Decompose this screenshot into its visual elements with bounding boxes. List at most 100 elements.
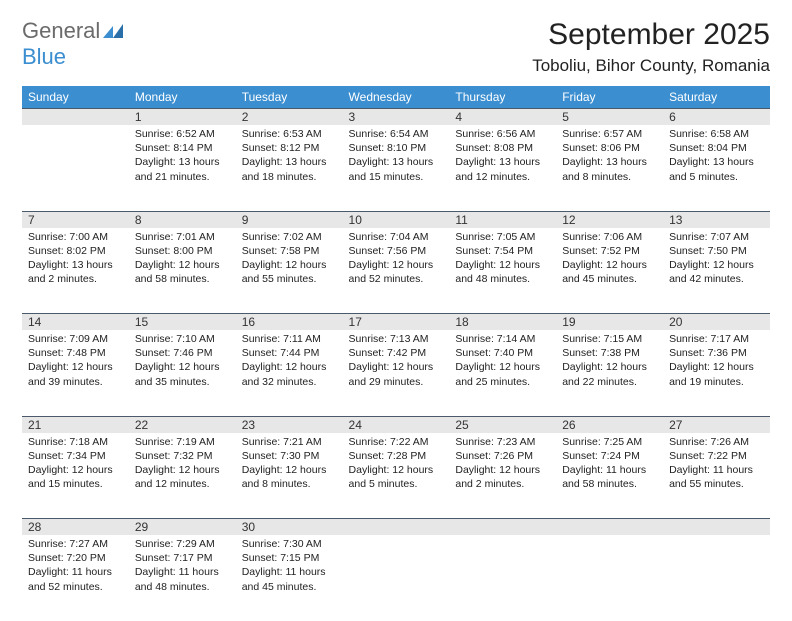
- calendar-page: General Blue September 2025 Toboliu, Bih…: [0, 0, 792, 612]
- day-content-row: Sunrise: 7:27 AMSunset: 7:20 PMDaylight:…: [22, 535, 770, 621]
- day-details: Sunrise: 7:26 AMSunset: 7:22 PMDaylight:…: [663, 433, 770, 496]
- detail-line: Sunset: 7:48 PM: [28, 346, 123, 360]
- day-cell: [449, 535, 556, 621]
- detail-line: Sunrise: 6:53 AM: [242, 127, 337, 141]
- weekday-header: Thursday: [449, 86, 556, 109]
- day-number: 16: [236, 314, 343, 331]
- detail-line: Sunset: 7:42 PM: [349, 346, 444, 360]
- detail-line: Sunset: 7:22 PM: [669, 449, 764, 463]
- detail-line: and 45 minutes.: [562, 272, 657, 286]
- day-number-row: 21222324252627: [22, 416, 770, 433]
- day-cell: [22, 125, 129, 211]
- detail-line: Sunset: 7:40 PM: [455, 346, 550, 360]
- day-details: Sunrise: 7:25 AMSunset: 7:24 PMDaylight:…: [556, 433, 663, 496]
- day-number: 4: [449, 109, 556, 126]
- detail-line: and 48 minutes.: [135, 580, 230, 594]
- detail-line: and 15 minutes.: [349, 170, 444, 184]
- day-number: 11: [449, 211, 556, 228]
- day-content-row: Sunrise: 7:18 AMSunset: 7:34 PMDaylight:…: [22, 433, 770, 519]
- detail-line: and 8 minutes.: [562, 170, 657, 184]
- detail-line: Sunset: 7:28 PM: [349, 449, 444, 463]
- day-cell: [556, 535, 663, 621]
- day-cell: Sunrise: 7:22 AMSunset: 7:28 PMDaylight:…: [343, 433, 450, 519]
- day-cell: Sunrise: 7:18 AMSunset: 7:34 PMDaylight:…: [22, 433, 129, 519]
- day-cell: Sunrise: 6:53 AMSunset: 8:12 PMDaylight:…: [236, 125, 343, 211]
- detail-line: Daylight: 12 hours: [562, 360, 657, 374]
- detail-line: Sunrise: 7:18 AM: [28, 435, 123, 449]
- day-number-row: 14151617181920: [22, 314, 770, 331]
- weekday-header: Wednesday: [343, 86, 450, 109]
- day-details: Sunrise: 6:53 AMSunset: 8:12 PMDaylight:…: [236, 125, 343, 188]
- detail-line: and 48 minutes.: [455, 272, 550, 286]
- day-details: Sunrise: 7:07 AMSunset: 7:50 PMDaylight:…: [663, 228, 770, 291]
- detail-line: Sunrise: 7:19 AM: [135, 435, 230, 449]
- day-cell: Sunrise: 7:27 AMSunset: 7:20 PMDaylight:…: [22, 535, 129, 621]
- detail-line: Daylight: 12 hours: [669, 360, 764, 374]
- day-details: Sunrise: 6:57 AMSunset: 8:06 PMDaylight:…: [556, 125, 663, 188]
- detail-line: Sunset: 8:00 PM: [135, 244, 230, 258]
- weekday-header: Saturday: [663, 86, 770, 109]
- detail-line: Daylight: 12 hours: [562, 258, 657, 272]
- detail-line: and 12 minutes.: [135, 477, 230, 491]
- detail-line: Sunrise: 7:00 AM: [28, 230, 123, 244]
- day-details: Sunrise: 7:00 AMSunset: 8:02 PMDaylight:…: [22, 228, 129, 291]
- detail-line: Sunset: 8:02 PM: [28, 244, 123, 258]
- day-details: Sunrise: 7:02 AMSunset: 7:58 PMDaylight:…: [236, 228, 343, 291]
- detail-line: and 19 minutes.: [669, 375, 764, 389]
- day-details: Sunrise: 6:52 AMSunset: 8:14 PMDaylight:…: [129, 125, 236, 188]
- header: General Blue September 2025 Toboliu, Bih…: [22, 18, 770, 76]
- detail-line: Sunrise: 6:54 AM: [349, 127, 444, 141]
- detail-line: Sunrise: 7:23 AM: [455, 435, 550, 449]
- detail-line: Sunset: 7:15 PM: [242, 551, 337, 565]
- detail-line: Daylight: 12 hours: [349, 463, 444, 477]
- day-number: 15: [129, 314, 236, 331]
- day-cell: Sunrise: 6:58 AMSunset: 8:04 PMDaylight:…: [663, 125, 770, 211]
- detail-line: Daylight: 12 hours: [455, 360, 550, 374]
- detail-line: Sunrise: 7:10 AM: [135, 332, 230, 346]
- detail-line: Sunset: 7:17 PM: [135, 551, 230, 565]
- day-cell: Sunrise: 7:10 AMSunset: 7:46 PMDaylight:…: [129, 330, 236, 416]
- day-cell: Sunrise: 7:17 AMSunset: 7:36 PMDaylight:…: [663, 330, 770, 416]
- day-number: 5: [556, 109, 663, 126]
- detail-line: Daylight: 13 hours: [349, 155, 444, 169]
- day-cell: Sunrise: 6:54 AMSunset: 8:10 PMDaylight:…: [343, 125, 450, 211]
- day-details: Sunrise: 7:17 AMSunset: 7:36 PMDaylight:…: [663, 330, 770, 393]
- detail-line: Sunrise: 7:26 AM: [669, 435, 764, 449]
- detail-line: Sunrise: 6:58 AM: [669, 127, 764, 141]
- detail-line: Daylight: 13 hours: [562, 155, 657, 169]
- day-cell: Sunrise: 7:19 AMSunset: 7:32 PMDaylight:…: [129, 433, 236, 519]
- detail-line: Sunrise: 7:04 AM: [349, 230, 444, 244]
- detail-line: Sunrise: 6:56 AM: [455, 127, 550, 141]
- day-details: Sunrise: 7:13 AMSunset: 7:42 PMDaylight:…: [343, 330, 450, 393]
- logo-mark-icon: [103, 18, 123, 44]
- day-number: 23: [236, 416, 343, 433]
- detail-line: Daylight: 13 hours: [669, 155, 764, 169]
- detail-line: Daylight: 11 hours: [242, 565, 337, 579]
- detail-line: Daylight: 13 hours: [455, 155, 550, 169]
- day-details: Sunrise: 7:06 AMSunset: 7:52 PMDaylight:…: [556, 228, 663, 291]
- detail-line: Sunset: 8:04 PM: [669, 141, 764, 155]
- detail-line: Sunrise: 7:21 AM: [242, 435, 337, 449]
- day-number: 12: [556, 211, 663, 228]
- day-details: Sunrise: 7:01 AMSunset: 8:00 PMDaylight:…: [129, 228, 236, 291]
- detail-line: and 52 minutes.: [28, 580, 123, 594]
- detail-line: and 25 minutes.: [455, 375, 550, 389]
- detail-line: Sunset: 7:24 PM: [562, 449, 657, 463]
- day-details: Sunrise: 7:27 AMSunset: 7:20 PMDaylight:…: [22, 535, 129, 598]
- day-number: 8: [129, 211, 236, 228]
- title-block: September 2025 Toboliu, Bihor County, Ro…: [532, 18, 770, 76]
- day-details: Sunrise: 7:19 AMSunset: 7:32 PMDaylight:…: [129, 433, 236, 496]
- detail-line: Sunset: 7:52 PM: [562, 244, 657, 258]
- day-number: 20: [663, 314, 770, 331]
- detail-line: and 32 minutes.: [242, 375, 337, 389]
- day-cell: [343, 535, 450, 621]
- day-cell: Sunrise: 7:04 AMSunset: 7:56 PMDaylight:…: [343, 228, 450, 314]
- detail-line: and 58 minutes.: [135, 272, 230, 286]
- detail-line: Sunrise: 7:29 AM: [135, 537, 230, 551]
- detail-line: Sunrise: 7:14 AM: [455, 332, 550, 346]
- day-cell: Sunrise: 7:14 AMSunset: 7:40 PMDaylight:…: [449, 330, 556, 416]
- detail-line: and 29 minutes.: [349, 375, 444, 389]
- day-cell: [663, 535, 770, 621]
- detail-line: Sunset: 8:08 PM: [455, 141, 550, 155]
- day-number: 19: [556, 314, 663, 331]
